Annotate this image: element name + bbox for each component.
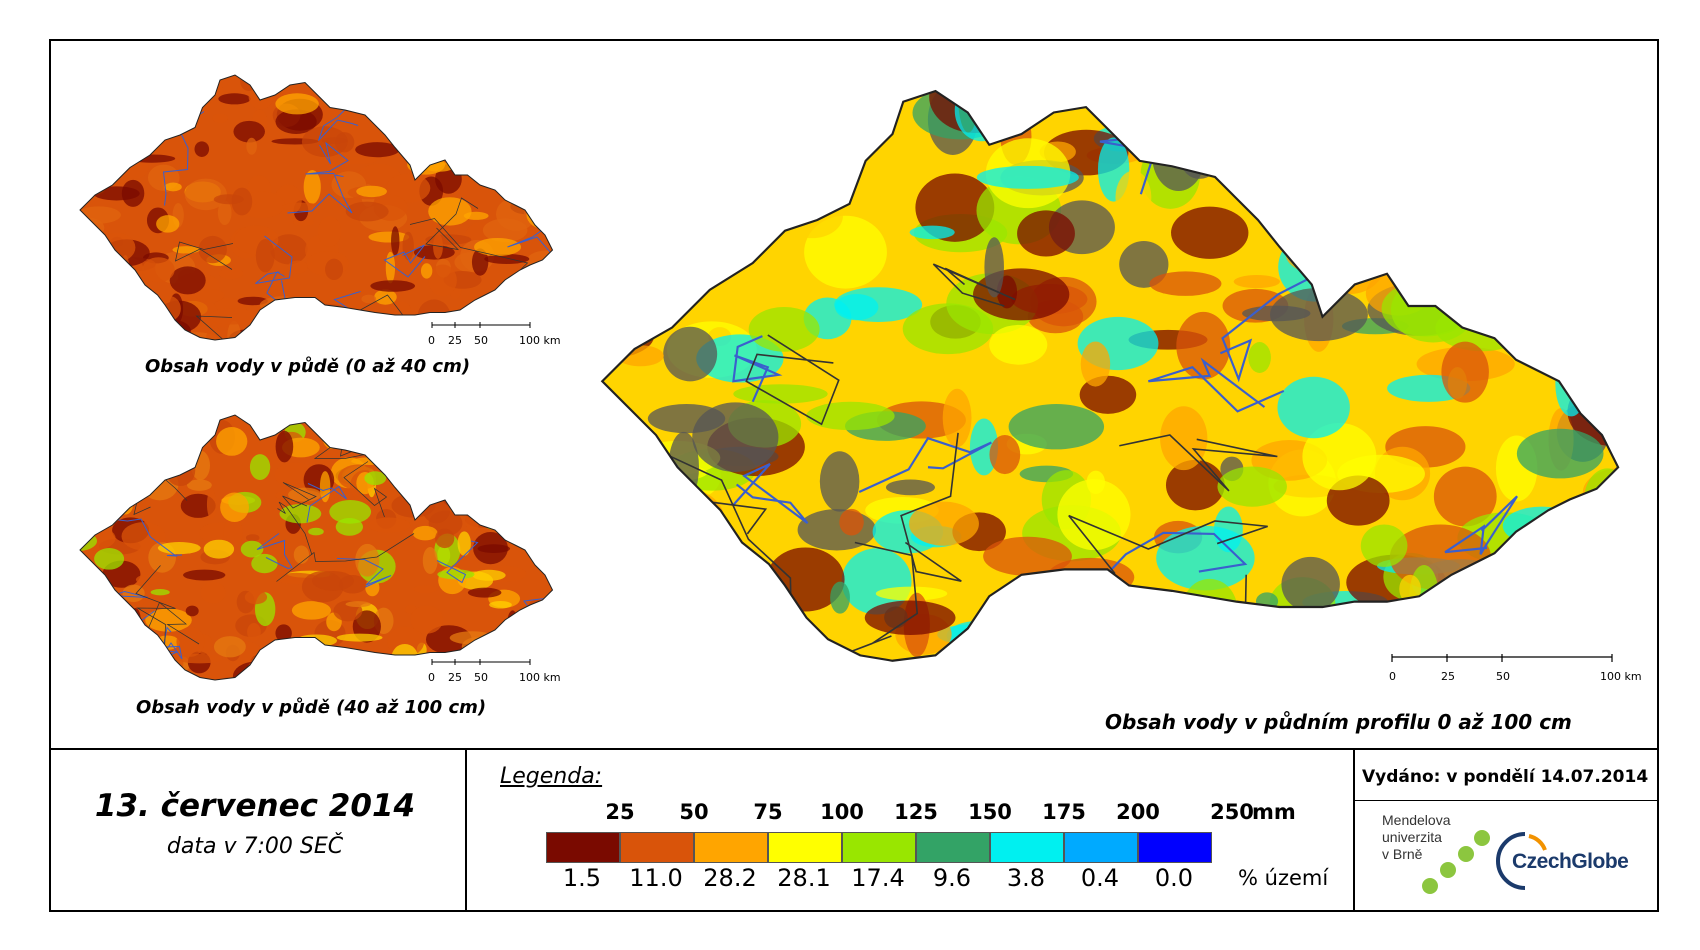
legend-threshold: 150 [968,800,1012,824]
logo-line: univerzita [1382,829,1442,845]
scale-label: 0 [428,334,435,347]
legend-percent: 0.4 [1080,864,1120,892]
legend-threshold: 125 [894,800,938,824]
divider [1353,749,1355,912]
issued-date: Vydáno: v pondělí 14.07.2014 [1362,767,1649,787]
scale-bar [1391,654,1613,662]
scale-label: 50 [474,334,488,347]
legend-percent: 28.2 [703,864,757,892]
scale-label: 100 km [519,671,561,684]
scale-bar [431,322,531,328]
legend-color-swatch [842,832,916,863]
soil-map-profile-0-100cm [600,89,1620,662]
czechglobe-logo-text: CzechGlobe [1512,850,1629,873]
scale-label: 0 [1389,670,1396,683]
legend-threshold: 50 [679,800,709,824]
divider [465,749,467,912]
scale-label: 25 [448,334,462,347]
legend-threshold: 200 [1116,800,1160,824]
figure-frame [49,39,1659,912]
legend-color-swatch [694,832,768,863]
legend-percent: 11.0 [629,864,683,892]
scale-label: 50 [1496,670,1510,683]
soil-map-40-100cm [79,414,554,681]
scale-label: 25 [448,671,462,684]
mendel-dots-icon [1422,830,1490,894]
scale-label: 50 [474,671,488,684]
scale-label: 100 km [519,334,561,347]
legend-color-swatch [768,832,842,863]
legend-color-swatch [916,832,990,863]
scale-label: 25 [1441,670,1455,683]
legend-percent: 0.0 [1154,864,1194,892]
legend-threshold: 175 [1042,800,1086,824]
date-subtitle: data v 7:00 SEČ [166,834,344,859]
legend-threshold: 100 [820,800,864,824]
legend-color-swatch [990,832,1064,863]
map-caption-0-40: Obsah vody v půdě (0 až 40 cm) [145,356,471,377]
legend-threshold: 25 [605,800,635,824]
scale-label: 100 km [1600,670,1642,683]
scale-bar [431,659,531,665]
czechglobe-swoosh-icon [1496,832,1547,890]
legend-unit: mm [1252,800,1296,824]
legend-color-swatch [1064,832,1138,863]
legend-pct-unit: % území [1238,866,1329,890]
divider [1354,800,1659,801]
legend-title: Legenda: [500,764,603,789]
scale-label: 0 [428,671,435,684]
legend-percent: 1.5 [562,864,602,892]
legend-percent: 17.4 [851,864,905,892]
legend-percent: 3.8 [1006,864,1046,892]
legend-color-swatch [1138,832,1212,863]
logo-line: Mendelova [1382,812,1451,828]
map-caption-40-100: Obsah vody v půdě (40 až 100 cm) [136,697,487,718]
logo-line: v Brně [1382,846,1423,862]
soil-map-0-40cm [79,74,554,341]
legend-percent: 28.1 [777,864,831,892]
map-caption-profile: Obsah vody v půdním profilu 0 až 100 cm [1105,710,1572,734]
legend-threshold: 250 [1210,800,1254,824]
legend-threshold: 75 [753,800,783,824]
divider [49,748,1659,750]
legend-percent: 9.6 [932,864,972,892]
legend-color-swatch [620,832,694,863]
legend-color-swatch [546,832,620,863]
mendel-university-logo-text: Mendelova univerzita v Brně [1382,812,1451,863]
date-title: 13. červenec 2014 [94,788,416,824]
